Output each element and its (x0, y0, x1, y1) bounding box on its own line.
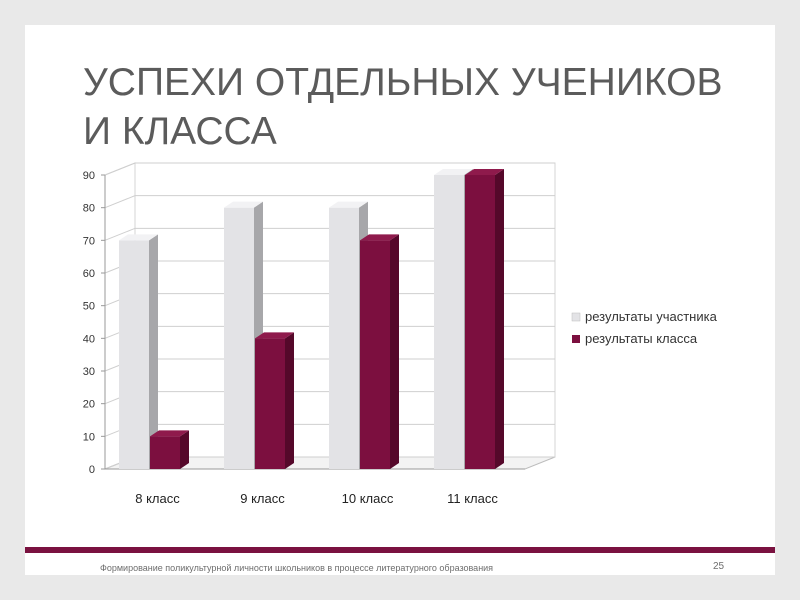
bar (360, 234, 399, 469)
bar-top (329, 201, 368, 208)
bar-front (150, 436, 180, 469)
y-tick-label: 80 (83, 203, 95, 215)
bar-top (360, 234, 399, 241)
bar-side (285, 332, 294, 469)
bar-top (119, 234, 158, 241)
y-tick-label: 20 (83, 399, 95, 411)
y-tick-label: 40 (83, 333, 95, 345)
bar-front (360, 240, 390, 469)
y-tick-label: 90 (83, 170, 95, 182)
bar-chart: 0 10 20 30 40 50 60 70 80 90 8 класс 9 класс 10 клас… (83, 162, 718, 506)
slide-title-line-1: УСПЕХИ ОТДЕЛЬНЫХ УЧЕНИКОВ (83, 61, 723, 104)
gridline (104, 227, 555, 241)
footer-text: Формирование поликультурной личности шко… (100, 563, 494, 573)
bar (150, 430, 189, 469)
bar-top (255, 332, 294, 339)
bar (119, 234, 158, 469)
legend-label: результаты участника (585, 309, 718, 324)
bar (465, 169, 504, 469)
legend-swatch (572, 335, 580, 343)
slide-title-line-2: И КЛАССА (83, 110, 277, 153)
bar-side (390, 234, 399, 469)
x-tick-label: 9 класс (240, 491, 285, 506)
bar-side (149, 234, 158, 469)
bar-top (465, 169, 504, 175)
x-tick-label: 11 класс (447, 491, 498, 506)
y-tick-label: 0 (89, 464, 95, 476)
gridline (104, 195, 555, 209)
page-number: 25 (713, 561, 725, 572)
legend-label: результаты класса (585, 331, 698, 346)
y-tick-label: 50 (83, 301, 95, 313)
bar-top (224, 201, 263, 208)
bar (255, 332, 294, 469)
x-tick-label: 8 класс (135, 491, 180, 506)
y-tick-label: 70 (83, 235, 95, 247)
bar-front (119, 240, 149, 469)
bar-side (495, 169, 504, 469)
bar-side (180, 430, 189, 469)
slide-title: УСПЕХИ ОТДЕЛЬНЫХ УЧЕНИКОВ И КЛАССА (83, 58, 722, 156)
legend-swatch (571, 312, 581, 322)
y-tick-label: 10 (83, 431, 95, 443)
bar-front (224, 207, 254, 469)
y-tick-label: 60 (83, 268, 95, 280)
bar-front (255, 338, 285, 469)
gridline (104, 162, 555, 176)
bar-top (150, 430, 189, 437)
y-tick-label: 30 (83, 366, 95, 378)
bar-front (329, 207, 359, 469)
bar-top (434, 169, 473, 175)
slide: УСПЕХИ ОТДЕЛЬНЫХ УЧЕНИКОВ И КЛАССА 0 10 20… (25, 25, 775, 575)
bar-front (465, 175, 495, 469)
x-tick-label: 10 класс (342, 491, 394, 506)
bar-front (434, 175, 464, 469)
accent-band (25, 547, 775, 553)
